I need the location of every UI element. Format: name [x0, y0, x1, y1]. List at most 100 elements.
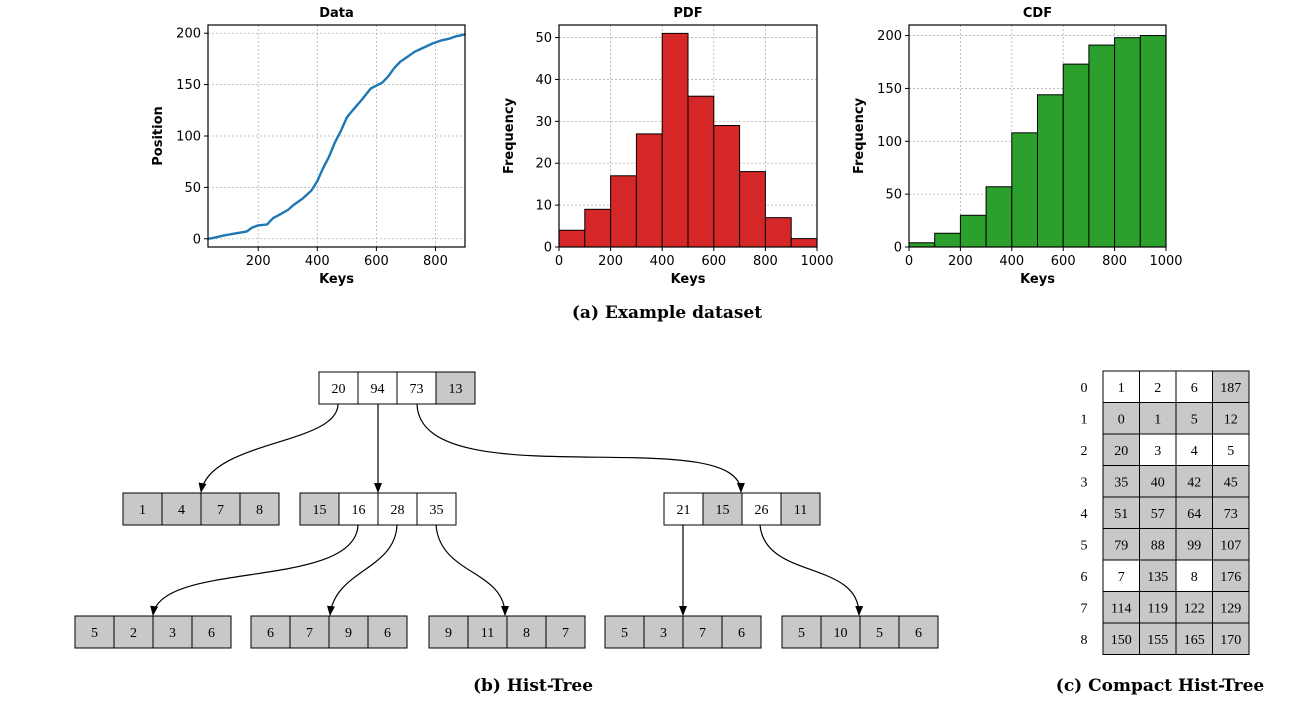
tree-cell-value: 8 — [256, 503, 263, 518]
x-axis-label: Keys — [319, 272, 354, 287]
tree-cell — [299, 492, 340, 526]
tree-level2-node: 5 2 3 6 — [74, 615, 232, 649]
data-point — [369, 87, 372, 90]
compact-row-index: 5 — [1081, 538, 1088, 553]
compact-cell — [1102, 591, 1140, 624]
tree-cell — [780, 492, 821, 526]
histogram-bar — [713, 125, 741, 248]
x-tick-label: 200 — [598, 254, 623, 269]
compact-cell — [1102, 496, 1140, 529]
tree-level2-node: 5 3 7 6 — [604, 615, 762, 649]
data-point — [381, 81, 384, 84]
tree-edge-arrow — [759, 524, 864, 616]
compact-cell-value: 107 — [1220, 538, 1241, 553]
x-tick-label: 200 — [246, 254, 271, 269]
histogram-bar — [764, 217, 792, 248]
compact-cell-value: 170 — [1220, 633, 1241, 648]
tree-cell — [396, 371, 437, 405]
compact-cell — [1175, 370, 1213, 403]
plot-title: PDF — [673, 6, 702, 21]
y-tick-label: 40 — [535, 73, 552, 88]
y-tick-label: 150 — [176, 78, 201, 93]
histogram-bar — [790, 238, 818, 248]
tree-cell — [338, 492, 379, 526]
tree-edge-arrow — [150, 524, 359, 616]
tree-cell-value: 6 — [267, 626, 274, 641]
tree-cell — [239, 492, 280, 526]
y-tick-label: 0 — [544, 241, 552, 256]
tree-cell — [161, 492, 202, 526]
compact-cell-value: 165 — [1184, 633, 1205, 648]
compact-row-index: 6 — [1081, 570, 1088, 585]
tree-level2-node: 9 11 8 7 — [428, 615, 586, 649]
data-point — [375, 84, 378, 87]
compact-cell — [1175, 402, 1213, 435]
compact-row-index: 0 — [1081, 381, 1088, 396]
tree-cell — [663, 492, 704, 526]
y-tick-label: 100 — [176, 130, 201, 145]
data-point — [393, 67, 396, 70]
caption-hist-tree: (b) Hist-Tree — [473, 676, 593, 696]
caption-example-dataset: (a) Example dataset — [572, 303, 762, 323]
tree-cell-value: 7 — [562, 626, 569, 641]
data-line-plot: 200 400 600 800 0 50 100 150 200 Data Keys Position — [151, 6, 466, 287]
x-tick-label: 1000 — [1149, 254, 1182, 269]
compact-cell — [1175, 622, 1213, 655]
compact-cell — [1102, 465, 1140, 498]
tree-cell — [820, 615, 861, 649]
tree-cell — [191, 615, 232, 649]
compact-cell-value: 1 — [1154, 412, 1161, 427]
tree-cell — [377, 492, 418, 526]
tree-cell — [74, 615, 115, 649]
data-point — [345, 116, 348, 119]
y-tick-label: 100 — [877, 135, 902, 150]
tree-cell — [318, 371, 359, 405]
histogram-bar — [558, 229, 586, 248]
y-tick-label: 200 — [176, 27, 201, 42]
compact-cell — [1102, 559, 1140, 592]
compact-cell-value: 4 — [1191, 444, 1198, 459]
tree-cell-value: 7 — [217, 503, 224, 518]
compact-cell-value: 119 — [1148, 601, 1168, 616]
caption-compact-hist-tree: (c) Compact Hist-Tree — [1056, 676, 1265, 696]
data-point — [213, 236, 215, 239]
tree-cell — [289, 615, 330, 649]
data-point — [351, 109, 354, 112]
tree-cell — [604, 615, 645, 649]
y-tick-label: 50 — [535, 31, 552, 46]
compact-cell-value: 64 — [1187, 507, 1201, 522]
tree-cell-value: 15 — [313, 503, 327, 518]
compact-cell-value: 176 — [1220, 570, 1241, 585]
tree-cell-value: 10 — [834, 626, 848, 641]
y-tick-label: 10 — [535, 199, 552, 214]
tree-edges — [150, 403, 864, 616]
tree-cell — [467, 615, 508, 649]
data-point — [334, 141, 336, 144]
tree-cell — [416, 492, 457, 526]
histogram-bar — [959, 214, 987, 248]
tree-cell-value: 5 — [91, 626, 98, 641]
compact-cell — [1139, 402, 1177, 435]
tree-cell-value: 4 — [178, 503, 185, 518]
x-tick-label: 400 — [650, 254, 675, 269]
y-axis-label: Frequency — [502, 97, 517, 174]
data-point — [286, 209, 289, 211]
tree-level2-node: 6 7 9 6 — [250, 615, 408, 649]
tree-edge-arrow — [435, 524, 509, 616]
histogram-bar — [584, 208, 612, 248]
compact-cell-value: 3 — [1154, 444, 1161, 459]
data-point — [328, 155, 331, 158]
data-point — [360, 99, 363, 101]
y-tick-label: 0 — [894, 241, 902, 256]
tree-cell-value: 94 — [371, 382, 385, 397]
tree-cell-value: 21 — [677, 503, 691, 518]
tree-cell — [152, 615, 193, 649]
tree-level1-node: 15 16 28 35 — [299, 492, 457, 526]
compact-cell-value: 5 — [1191, 412, 1198, 427]
compact-cell-value: 150 — [1111, 633, 1132, 648]
tree-cell — [367, 615, 408, 649]
tree-cell — [721, 615, 762, 649]
compact-cell-value: 99 — [1187, 538, 1201, 553]
compact-cell-value: 155 — [1147, 633, 1168, 648]
